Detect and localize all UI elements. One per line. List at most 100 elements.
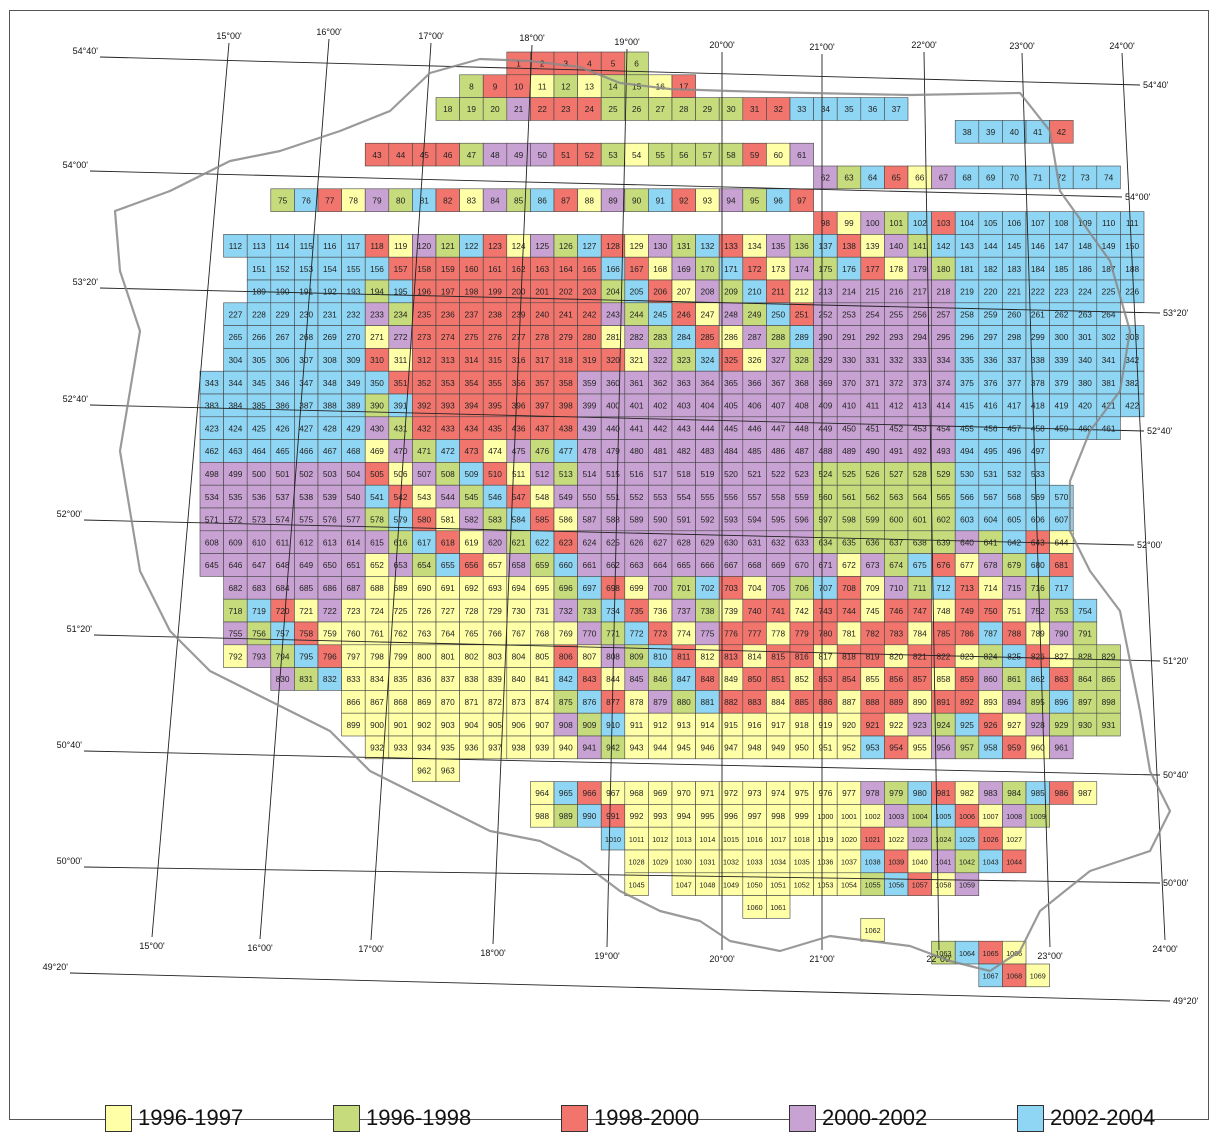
sheet-number: 851 [771,674,785,684]
sheet-number: 641 [984,537,998,547]
sheet-number: 1029 [652,858,668,867]
map-sheet: 134 [742,234,767,258]
map-sheet: 269 [317,325,342,349]
sheet-number: 97 [797,195,807,205]
map-sheet: 226 [1120,279,1145,304]
map-sheet: 94 [718,188,744,212]
sheet-number: 765 [464,629,478,639]
map-sheet: 541 [364,484,390,509]
map-sheet: 506 [388,462,413,486]
map-sheet: 25 [600,97,626,121]
map-sheet: 599 [860,507,885,532]
sheet-number: 216 [889,287,903,297]
sheet-number: 324 [700,355,714,365]
sheet-number: 658 [512,560,526,570]
sheet-number: 976 [818,788,832,798]
map-sheet: 330 [836,348,862,372]
sheet-number: 927 [1007,720,1021,730]
sheet-number: 861 [1007,674,1021,684]
map-sheet: 1056 [884,872,909,896]
sheet-number: 125 [535,241,549,251]
sheet-number: 1067 [983,972,999,981]
map-sheet: 27 [648,97,673,121]
sheet-number: 916 [748,720,762,730]
map-sheet: 591 [671,507,696,532]
sheet-number: 602 [936,515,950,525]
map-sheet: 781 [836,621,862,646]
map-sheet: 423 [199,416,224,440]
map-sheet: 1034 [766,849,791,874]
sheet-number: 812 [700,651,714,661]
map-sheet: 887 [836,690,862,714]
map-sheet: 688 [364,576,390,600]
map-sheet: 375 [954,370,980,395]
map-sheet: 569 [1025,484,1050,509]
sheet-number: 907 [535,720,549,730]
sheet-number: 599 [866,515,880,525]
map-sheet: 42 [1049,120,1074,144]
map-sheet: 281 [600,325,626,349]
sheet-number: 483 [700,446,714,456]
map-sheet: 540 [341,484,366,509]
map-sheet: 251 [789,302,814,326]
map-sheet: 320 [600,348,626,372]
map-sheet: 313 [435,348,460,372]
sheet-number: 564 [913,492,927,502]
map-sheet: 789 [1025,621,1050,646]
sheet-number: 671 [818,560,832,570]
map-sheet: 786 [954,621,980,646]
map-sheet: 983 [978,781,1003,805]
map-sheet: 703 [718,576,744,600]
sheet-number: 150 [1125,241,1139,251]
map-sheet: 1040 [907,849,932,874]
map-sheet: 53 [600,142,626,167]
sheet-number: 834 [370,674,384,684]
sheet-number: 312 [417,355,431,365]
sheet-number: 333 [913,355,927,365]
map-sheet: 1014 [695,826,720,851]
sheet-number: 338 [1031,355,1045,365]
map-sheet: 106 [1002,211,1027,235]
sheet-number: 122 [464,241,478,251]
sheet-number: 290 [818,332,832,342]
sheet-number: 990 [582,811,596,821]
map-sheet: 936 [459,735,484,760]
sheet-number: 51 [561,150,571,160]
map-sheet: 610 [246,530,272,554]
sheet-number: 203 [582,287,596,297]
map-sheet: 46 [435,142,460,167]
map-sheet: 238 [482,302,508,326]
map-sheet: 898 [1096,690,1121,714]
map-sheet: 931 [1096,712,1121,737]
sheet-number: 931 [1102,720,1116,730]
map-sheet: 915 [718,712,744,737]
sheet-number: 29 [703,104,713,114]
map-sheet: 192 [317,279,342,304]
sheet-number: 111 [1126,218,1139,228]
map-sheet: 387 [294,393,319,418]
sheet-number: 773 [653,629,667,639]
sheet-number: 141 [913,241,927,251]
map-sheet: 528 [907,462,932,486]
sheet-number: 946 [700,743,714,753]
sheet-number: 532 [1007,469,1021,479]
map-sheet: 811 [671,644,696,668]
sheet-number: 819 [866,651,880,661]
map-sheet: 979 [884,781,909,805]
map-sheet: 394 [459,393,484,418]
map-sheet: 266 [246,325,272,349]
sheet-number: 454 [936,423,950,433]
map-sheet: 920 [836,712,862,737]
map-sheet: 752 [1025,598,1050,623]
sheet-number: 1006 [959,812,975,821]
map-sheet: 746 [884,598,909,623]
map-sheet: 14 [600,74,626,98]
sheet-number: 332 [889,355,903,365]
coordinate-label: 22°00' [926,954,952,964]
map-sheet: 9 [482,74,508,98]
sheet-number: 966 [582,788,596,798]
map-sheet: 155 [341,256,366,281]
sheet-number: 1069 [1030,972,1046,981]
sheet-number: 628 [677,537,691,547]
map-sheet: 93 [695,188,720,212]
